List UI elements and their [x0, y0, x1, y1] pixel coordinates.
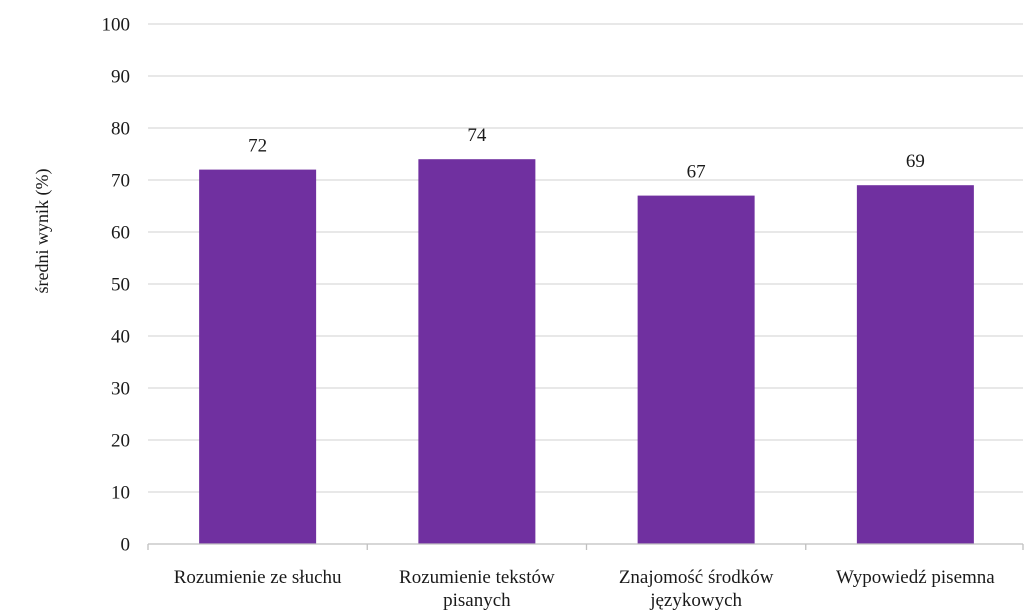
y-tick-label: 100	[102, 15, 131, 36]
category-label: językowych	[649, 590, 742, 611]
category-label: Rozumienie ze słuchu	[174, 567, 342, 588]
y-tick-label: 30	[111, 379, 130, 400]
y-tick-label: 70	[111, 171, 130, 192]
y-axis-label: średni wynik (%)	[32, 169, 53, 294]
y-tick-label: 10	[111, 483, 130, 504]
category-label: Znajomość środków	[619, 567, 774, 588]
category-label: Wypowiedź pisemna	[836, 567, 995, 588]
y-tick-label: 0	[121, 535, 131, 556]
bar	[199, 169, 317, 544]
bars	[199, 159, 974, 544]
y-tick-label: 60	[111, 223, 130, 244]
bar	[418, 159, 536, 544]
x-axis-categories: Rozumienie ze słuchu Rozumienie tekstówpi…	[174, 567, 996, 611]
data-label: 67	[687, 162, 706, 183]
data-label: 69	[906, 151, 925, 172]
y-axis-ticks: 0 10 20 30 40 50 60 70 80 90 100	[102, 15, 131, 556]
category-label: Rozumienie tekstów	[399, 567, 555, 588]
y-tick-label: 90	[111, 67, 130, 88]
y-tick-label: 80	[111, 119, 130, 140]
y-tick-label: 20	[111, 431, 130, 452]
data-label: 72	[248, 136, 267, 157]
bar	[637, 195, 755, 544]
y-tick-label: 50	[111, 275, 130, 296]
data-label: 74	[467, 125, 487, 146]
x-axis	[147, 543, 1024, 550]
bar	[856, 185, 974, 544]
data-labels: 72 74 67 69	[248, 125, 925, 182]
category-label: pisanych	[443, 590, 511, 611]
y-tick-label: 40	[111, 327, 130, 348]
